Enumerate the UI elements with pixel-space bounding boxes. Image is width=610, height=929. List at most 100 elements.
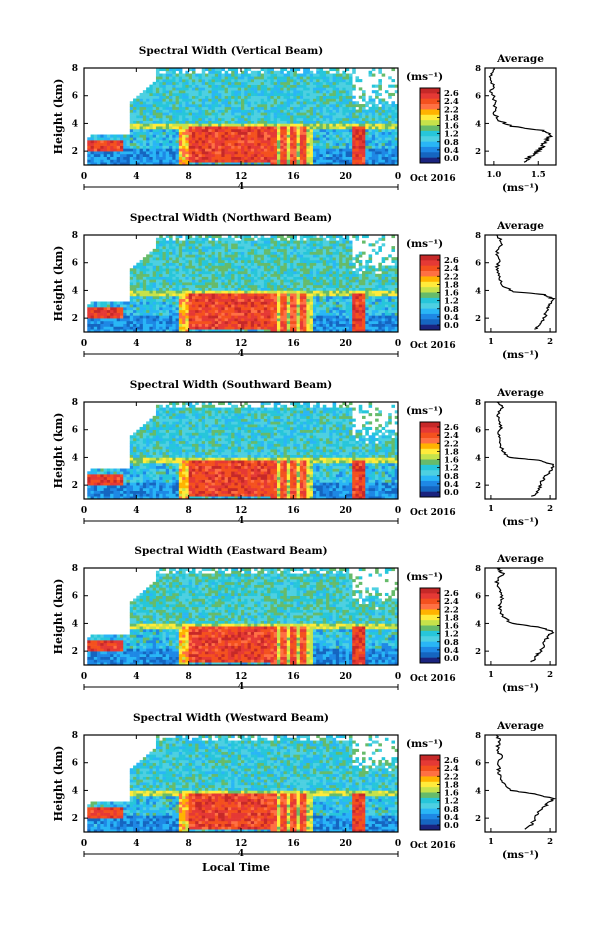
heatmap-cell xyxy=(345,140,350,144)
heatmap-cell xyxy=(133,271,137,275)
heatmap-cell xyxy=(133,117,137,121)
heatmap-cell xyxy=(257,318,261,322)
heatmap-cell xyxy=(267,298,271,302)
heatmap-cell xyxy=(391,112,396,116)
heatmap-cell xyxy=(319,329,324,332)
heatmap-cell xyxy=(316,79,320,83)
heatmap-cell xyxy=(136,271,140,275)
heatmap-cell xyxy=(165,159,170,163)
heatmap-cell xyxy=(159,323,163,327)
heatmap-cell xyxy=(296,326,301,330)
heatmap-cell xyxy=(296,243,301,247)
heatmap-cell xyxy=(270,262,275,266)
heatmap-cell xyxy=(175,128,180,133)
heatmap-cell xyxy=(250,153,255,157)
heatmap-cell xyxy=(276,128,281,133)
heatmap-cell xyxy=(241,290,245,294)
heatmap-cell xyxy=(195,257,199,261)
heatmap-cell xyxy=(316,262,320,266)
heatmap-cell xyxy=(218,92,222,97)
heatmap-cell xyxy=(355,137,360,141)
heatmap-cell xyxy=(165,276,170,280)
heatmap-cell xyxy=(129,142,134,146)
heatmap-cell xyxy=(384,106,389,110)
heatmap-cell xyxy=(345,84,350,88)
heatmap-cell xyxy=(198,298,203,302)
heatmap-cell xyxy=(227,95,232,99)
heatmap-cell xyxy=(129,273,134,277)
heatmap-cell xyxy=(316,81,320,85)
heatmap-cell xyxy=(136,106,140,110)
heatmap-cell xyxy=(211,301,216,305)
heatmap-cell xyxy=(250,112,255,116)
heatmap-cell xyxy=(139,137,144,141)
heatmap-cell xyxy=(165,309,170,313)
heatmap-cell xyxy=(270,76,275,80)
heatmap-cell xyxy=(355,115,360,119)
heatmap-cell xyxy=(162,109,167,113)
heatmap-cell xyxy=(201,307,206,311)
heatmap-cell xyxy=(208,265,212,269)
heatmap-cell xyxy=(250,162,255,165)
heatmap-cell xyxy=(159,106,163,110)
heatmap-cell xyxy=(165,265,170,269)
heatmap-cell xyxy=(381,153,386,157)
heatmap-cell xyxy=(316,287,320,291)
heatmap-cell xyxy=(241,134,245,138)
heatmap-cell xyxy=(332,142,337,146)
heatmap-cell xyxy=(198,251,203,255)
heatmap-cell xyxy=(221,79,225,83)
heatmap-cell xyxy=(119,304,124,308)
heatmap-cell xyxy=(296,156,301,160)
heatmap-cell xyxy=(182,262,186,266)
heatmap-cell xyxy=(159,115,163,119)
heatmap-cell xyxy=(234,123,239,127)
heatmap-cell xyxy=(250,126,255,130)
heatmap-cell xyxy=(149,140,153,144)
heatmap-cell xyxy=(257,265,261,269)
heatmap-cell xyxy=(345,68,350,72)
heatmap-cell xyxy=(280,162,284,165)
heatmap-cell xyxy=(276,73,281,77)
heatmap-cell xyxy=(345,92,350,97)
heatmap-cell xyxy=(329,109,333,113)
heatmap-cell xyxy=(152,112,157,116)
heatmap-cell xyxy=(172,246,176,250)
heatmap-cell xyxy=(136,273,140,277)
heatmap-cell xyxy=(146,273,150,277)
heatmap-cell xyxy=(175,98,180,102)
heatmap-cell xyxy=(146,104,150,108)
heatmap-cell xyxy=(276,79,281,83)
heatmap-cell xyxy=(195,128,199,133)
heatmap-cell xyxy=(185,120,189,124)
heatmap-cell xyxy=(139,273,144,277)
heatmap-cell xyxy=(133,284,137,288)
heatmap-cell xyxy=(241,318,245,322)
heatmap-cell xyxy=(159,153,163,157)
heatmap-cell xyxy=(100,153,104,157)
heatmap-cell xyxy=(267,290,271,294)
heatmap-cell xyxy=(155,268,160,272)
heatmap-cell xyxy=(234,79,239,83)
heatmap-cell xyxy=(237,271,242,275)
heatmap-cell xyxy=(218,98,222,102)
heatmap-cell xyxy=(293,73,297,77)
heatmap-cell xyxy=(142,92,147,97)
heatmap-cell xyxy=(90,151,95,155)
heatmap-cell xyxy=(208,326,212,330)
heatmap-cell xyxy=(97,301,101,305)
heatmap-cell xyxy=(296,309,301,313)
heatmap-cell xyxy=(119,301,124,305)
heatmap-cell xyxy=(293,284,297,288)
heatmap-cell xyxy=(90,145,95,149)
heatmap-cell xyxy=(273,101,278,105)
heatmap-cell xyxy=(110,315,114,319)
heatmap-cell xyxy=(375,162,379,165)
heatmap-cell xyxy=(388,104,392,108)
heatmap-cell xyxy=(260,265,265,269)
heatmap-cell xyxy=(267,315,271,319)
heatmap-cell xyxy=(303,298,307,302)
date-label: Oct 2016 xyxy=(410,174,456,184)
heatmap-cell xyxy=(326,142,330,146)
heatmap-cell xyxy=(352,104,356,108)
